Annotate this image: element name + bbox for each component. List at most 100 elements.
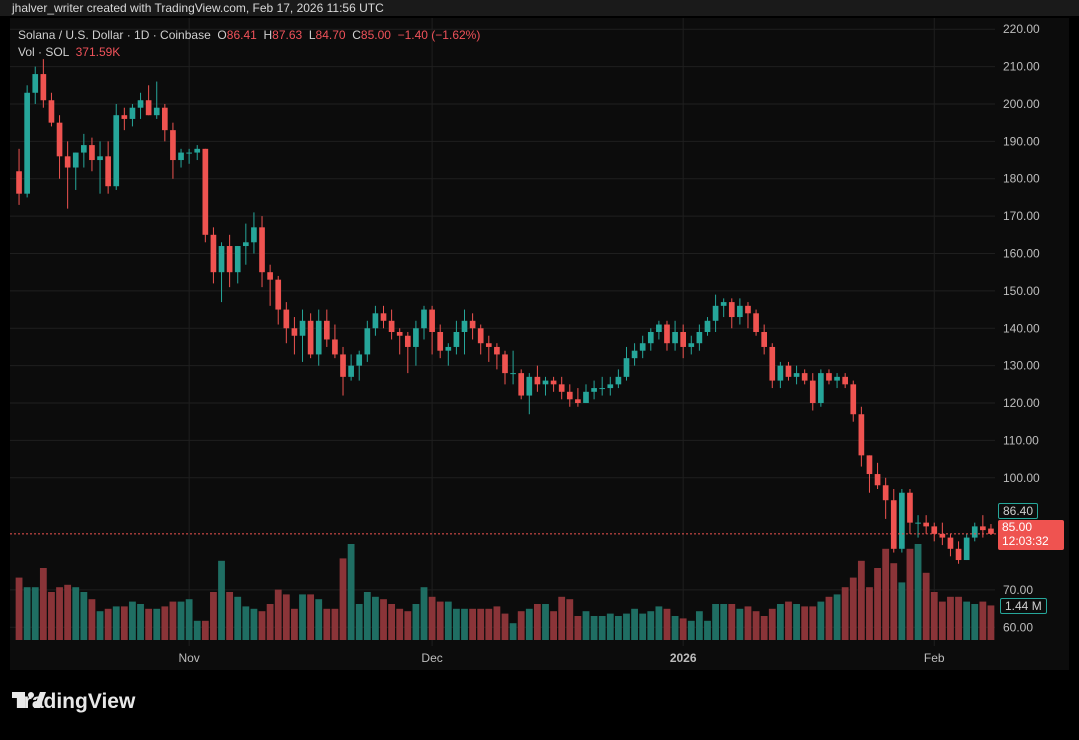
volume-bar xyxy=(590,616,598,640)
y-tick-label: 150.00 xyxy=(1003,284,1040,298)
candle-body xyxy=(291,328,298,336)
volume-bar xyxy=(404,611,412,640)
volume-bar xyxy=(323,608,331,640)
candle-body xyxy=(550,380,557,385)
volume-bar xyxy=(704,620,711,640)
candle-body xyxy=(323,320,330,340)
volume-bar xyxy=(849,577,857,640)
candle-body xyxy=(866,455,873,475)
volume-bar xyxy=(728,604,736,640)
volume-bar xyxy=(566,599,574,640)
candle-body xyxy=(899,492,905,549)
candle-body xyxy=(672,332,678,344)
candle-body xyxy=(696,332,703,344)
volume-bar xyxy=(582,611,590,640)
candle-body xyxy=(89,145,95,161)
y-tick-label: 120.00 xyxy=(1003,396,1040,410)
volume-bar xyxy=(420,587,428,640)
symbol-title[interactable]: Solana / U.S. Dollar · 1D · Coinbase xyxy=(18,28,211,42)
volume-bar xyxy=(112,606,120,640)
volume-bar xyxy=(339,558,347,640)
volume-bar xyxy=(226,592,234,640)
volume-bar xyxy=(485,608,493,640)
volume-bar xyxy=(64,584,72,640)
candle-body xyxy=(16,171,22,194)
volume-bar xyxy=(841,587,849,640)
volume-bar xyxy=(145,608,153,640)
volume-bar xyxy=(793,604,800,640)
candle-body xyxy=(688,343,695,347)
candle-body xyxy=(583,391,589,404)
candle-body xyxy=(737,305,743,318)
candle-body xyxy=(502,354,508,374)
candle-body xyxy=(874,474,881,486)
x-tick-label: 2026 xyxy=(670,651,697,665)
volume-bar xyxy=(266,604,274,640)
candle-body xyxy=(915,522,921,524)
candle-body xyxy=(364,328,371,355)
volume-bar xyxy=(809,606,817,640)
candle-body xyxy=(429,309,435,332)
volume-bar xyxy=(947,596,954,640)
candle-body xyxy=(81,145,87,153)
y-tick-label: 70.00 xyxy=(1003,583,1033,597)
volume-bar xyxy=(614,616,622,640)
volume-bar xyxy=(882,548,890,640)
candle-body xyxy=(137,100,144,108)
candle-body xyxy=(153,107,160,116)
volume-bar xyxy=(712,604,719,640)
volume-bar xyxy=(347,544,355,640)
y-tick-label: 170.00 xyxy=(1003,209,1040,223)
volume-bar xyxy=(282,594,290,640)
open-label: O xyxy=(217,28,227,42)
y-tick-label: 130.00 xyxy=(1003,359,1040,373)
x-tick-label: Dec xyxy=(421,651,442,665)
candlestick-chart[interactable]: 220.00 210.00 200.00 190.00 180.00 170.00 160.… xyxy=(10,18,1069,670)
volume-bar xyxy=(428,596,436,640)
change-value: −1.40 (−1.62%) xyxy=(397,28,481,42)
candle-body xyxy=(720,302,727,306)
candle-body xyxy=(712,305,719,321)
y-tick-label: 200.00 xyxy=(1003,97,1040,111)
tradingview-brand[interactable]: TradingView xyxy=(12,690,135,714)
volume-bar xyxy=(201,620,209,640)
volume-bar xyxy=(776,604,784,640)
volume-bar xyxy=(671,616,679,640)
candle-body xyxy=(826,373,832,381)
candle-body xyxy=(56,122,63,157)
volume-bar xyxy=(906,548,914,640)
volume-bar xyxy=(833,594,841,640)
candle-body xyxy=(631,350,638,359)
volume-bar xyxy=(380,599,387,640)
high-value: 87.63 xyxy=(272,28,303,42)
candle-body xyxy=(404,335,411,347)
y-tick-label: 210.00 xyxy=(1003,60,1040,74)
volume-label[interactable]: Vol · SOL xyxy=(18,45,69,59)
candle-body xyxy=(947,537,954,549)
volume-bar xyxy=(598,616,606,640)
volume-bar xyxy=(15,577,23,640)
volume-bar xyxy=(453,608,460,640)
candle-body xyxy=(242,242,249,247)
volume-bar xyxy=(210,592,217,640)
volume-bar xyxy=(153,608,161,640)
candle-body xyxy=(356,354,363,366)
candle-body xyxy=(963,537,970,561)
volume-bar xyxy=(23,587,31,640)
candle-body xyxy=(566,391,573,400)
volume-bar xyxy=(890,563,898,640)
volume-bar xyxy=(444,601,452,640)
candle-body xyxy=(818,373,824,404)
chart-panel[interactable]: 220.00 210.00 200.00 190.00 180.00 170.00 160.… xyxy=(10,18,1069,670)
volume-bar xyxy=(720,604,728,640)
candle-body xyxy=(777,365,784,381)
y-tick-label: 60.00 xyxy=(1003,620,1033,634)
volume-bar xyxy=(412,604,420,640)
volume-bar xyxy=(768,608,776,640)
volume-bar xyxy=(161,606,169,640)
candle-body xyxy=(113,115,120,187)
candle-body xyxy=(445,346,452,351)
candle-body xyxy=(396,332,403,336)
high-label: H xyxy=(263,28,273,42)
candle-body xyxy=(534,376,541,385)
